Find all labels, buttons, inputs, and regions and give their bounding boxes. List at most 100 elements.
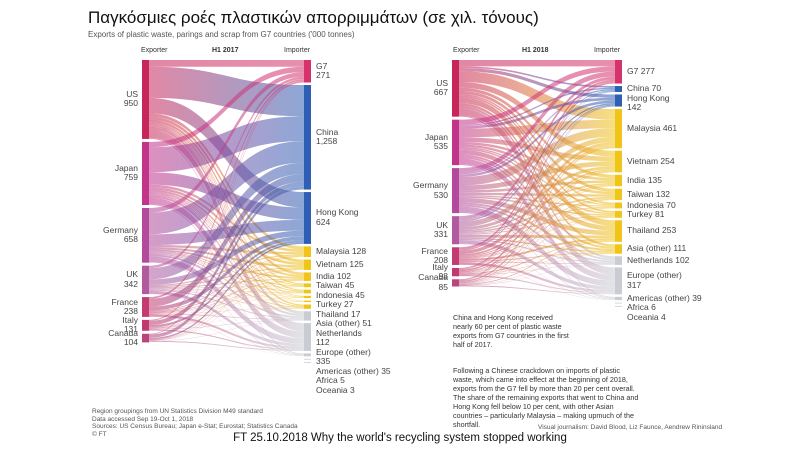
importer-bar-taiwan: [304, 283, 311, 288]
importer-label-malaysia: Malaysia 128: [316, 245, 366, 257]
importer-name: India: [316, 270, 335, 281]
importer-label-americas-other: Americas (other) 35: [316, 366, 391, 377]
importer-label-americas-other: Americas (other) 39: [627, 293, 702, 304]
flow-france-to-europe-other: [459, 262, 615, 293]
importer-value: 27: [344, 299, 354, 310]
flow-germany-to-americas-other: [459, 212, 615, 300]
exporter-bar-france: [142, 297, 149, 317]
flow-italy-to-europe-other: [459, 275, 615, 294]
importer-name: Europe (other): [316, 346, 371, 357]
flow-uk-to-china: [459, 90, 615, 221]
flow-italy-to-indonesia: [149, 293, 304, 329]
importer-bar-netherlands: [615, 256, 622, 265]
exporter-label-us: US 950: [124, 88, 138, 109]
flow-us-to-indonesia: [149, 123, 304, 291]
flow-italy-to-indonesia: [459, 207, 615, 274]
importer-value: 102: [336, 270, 351, 281]
importer-bar-indonesia: [304, 289, 311, 294]
importer-label-china: China 70: [627, 84, 661, 94]
flow-uk-to-hong-kong: [459, 102, 615, 222]
importer-bar-hong-kong: [304, 192, 311, 244]
period-header-2018: H1 2018: [522, 47, 549, 54]
exporter-label-france: France 238: [112, 297, 138, 317]
importer-label-hong-kong: Hong Kong 624: [316, 208, 359, 227]
importer-header-2017: Importer: [284, 47, 311, 54]
flow-canada-to-hong-kong: [459, 106, 615, 281]
flow-us-to-taiwan: [149, 122, 304, 285]
importer-label-oceania: Oceania 3: [316, 384, 355, 396]
flow-uk-to-malaysia: [459, 136, 615, 228]
flow-germany-to-netherlands: [459, 204, 615, 263]
flow-canada-to-g7: [149, 81, 304, 335]
importer-bar-china: [304, 85, 311, 190]
flow-italy-to-india: [149, 280, 304, 329]
flow-germany-to-hong-kong: [149, 219, 304, 245]
flow-italy-to-malaysia: [149, 256, 304, 328]
flow-germany-to-g7: [149, 72, 304, 213]
flow-france-to-hong-kong: [459, 104, 615, 251]
importer-value: 3: [350, 384, 355, 395]
flow-canada-to-taiwan: [459, 199, 615, 284]
source-line: Data accessed Sep 19-Oct 1, 2018: [92, 415, 194, 423]
flow-canada-to-g7: [459, 82, 615, 281]
flow-japan-to-china: [459, 87, 615, 127]
exporter-value: 85: [438, 281, 448, 292]
exporter-name: US: [436, 77, 448, 88]
flow-canada-to-vietnam: [459, 171, 615, 283]
flow-us-to-vietnam: [459, 81, 615, 157]
flow-japan-to-india: [459, 141, 615, 181]
exporter-bar-us: [142, 60, 149, 139]
importer-value: 111: [673, 243, 687, 254]
flow-italy-to-china: [459, 91, 615, 270]
importer-label-turkey: Turkey 81: [627, 209, 665, 220]
flow-uk-to-g7: [149, 76, 304, 269]
exporter-name: US: [126, 88, 138, 99]
exporter-bar-uk: [142, 265, 149, 295]
importer-label-g7: G7 271: [316, 61, 330, 81]
importer-value: 4: [661, 311, 666, 322]
importer-bar-africa: [304, 358, 311, 360]
importer-bar-oceania: [304, 362, 311, 363]
exporter-label-italy: Italy 131: [122, 315, 138, 335]
flow-canada-to-india: [149, 280, 304, 341]
importer-label-vietnam: Vietnam 125: [316, 259, 364, 270]
exporter-value: 98: [438, 271, 448, 282]
flow-canada-to-europe-other: [149, 340, 304, 351]
importer-label-india: India 102: [316, 270, 351, 282]
flow-france-to-turkey: [149, 297, 304, 314]
exporter-label-uk: UK 331: [434, 220, 448, 240]
flow-germany-to-malaysia: [459, 128, 615, 186]
flows-h1-2017: [149, 60, 304, 357]
flow-france-to-vietnam: [459, 168, 615, 256]
flow-canada-to-malaysia: [459, 146, 615, 283]
importer-name: Netherlands: [316, 327, 362, 338]
flow-germany-to-china: [149, 141, 304, 235]
importer-value: 51: [362, 318, 372, 329]
flow-canada-to-europe-other: [459, 285, 615, 295]
exporter-bar-japan: [452, 119, 459, 166]
importer-name: Indonesia: [316, 289, 353, 300]
flow-france-to-indonesia: [459, 207, 615, 259]
flow-us-to-india: [459, 87, 615, 178]
importer-name: Malaysia: [316, 245, 350, 256]
flow-italy-to-hong-kong: [149, 240, 304, 328]
exporter-label-canada: Canada 85: [418, 273, 448, 292]
flow-uk-to-europe-other: [459, 240, 615, 291]
flow-italy-to-netherlands: [149, 319, 304, 330]
importer-value: 132: [655, 188, 671, 199]
flow-canada-to-china: [149, 186, 304, 338]
importer-name: India: [627, 174, 646, 185]
importer-label-europe-other: Europe (other) 317: [627, 271, 682, 290]
exporter-value: 535: [433, 141, 448, 152]
flow-france-to-indonesia: [149, 292, 304, 314]
flow-france-to-g7: [149, 79, 304, 299]
importer-bar-thailand: [304, 300, 311, 303]
flow-germany-to-thailand: [459, 197, 615, 236]
flow-us-to-g7: [459, 60, 615, 67]
flow-uk-to-americas-other: [149, 293, 304, 356]
flow-germany-to-americas-other: [149, 261, 304, 356]
importer-name: Hong Kong: [627, 92, 670, 103]
flow-canada-to-india: [459, 185, 615, 284]
flow-italy-to-malaysia: [459, 145, 615, 272]
